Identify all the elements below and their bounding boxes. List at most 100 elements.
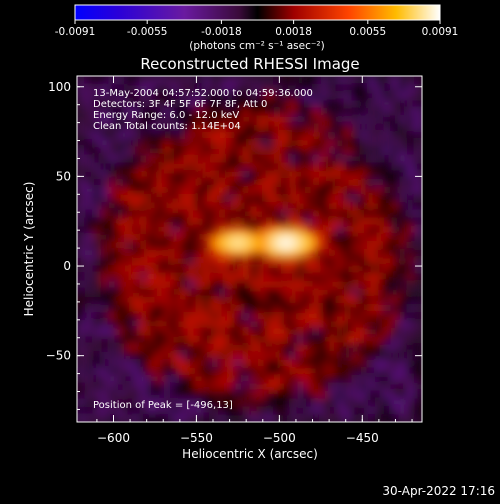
heatmap-cell bbox=[359, 217, 368, 227]
heatmap-cell bbox=[186, 335, 196, 344]
heatmap-cell bbox=[147, 256, 157, 266]
heatmap-cell bbox=[92, 390, 102, 400]
heatmap-cell bbox=[241, 162, 251, 171]
heatmap-cell bbox=[116, 359, 125, 368]
colorbar-tick-label: -0.0091 bbox=[55, 26, 96, 38]
heatmap-cell bbox=[398, 359, 407, 368]
heatmap-cell bbox=[406, 398, 415, 407]
heatmap-cell bbox=[327, 131, 337, 140]
heatmap-cell bbox=[163, 233, 172, 242]
heatmap-cell bbox=[335, 414, 345, 422]
heatmap-cell bbox=[225, 99, 235, 109]
heatmap-cell bbox=[116, 406, 125, 415]
heatmap-cell bbox=[186, 390, 196, 400]
heatmap-cell bbox=[257, 335, 266, 344]
heatmap-cell bbox=[84, 406, 94, 415]
heatmap-cell bbox=[163, 99, 172, 109]
heatmap-cell bbox=[163, 264, 172, 274]
heatmap-cell bbox=[414, 217, 422, 227]
heatmap-cell bbox=[312, 304, 321, 313]
heatmap-cell bbox=[304, 327, 313, 337]
heatmap-cell bbox=[288, 374, 298, 384]
heatmap-cell bbox=[304, 256, 313, 266]
heatmap-cell bbox=[265, 335, 274, 344]
heatmap-cell bbox=[414, 335, 422, 344]
heatmap-cell bbox=[327, 272, 337, 282]
heatmap-cell bbox=[116, 241, 125, 250]
heatmap-cell bbox=[116, 138, 125, 148]
heatmap-cell bbox=[77, 107, 86, 116]
heatmap-cell bbox=[178, 374, 188, 384]
heatmap-cell bbox=[233, 327, 243, 337]
heatmap-cell bbox=[147, 296, 157, 305]
heatmap-cell bbox=[390, 406, 400, 415]
heatmap-cell bbox=[265, 256, 274, 266]
heatmap-cell bbox=[265, 359, 274, 368]
heatmap-cell bbox=[77, 327, 86, 337]
heatmap-cell bbox=[163, 217, 172, 227]
heatmap-cell bbox=[288, 209, 298, 219]
heatmap-cell bbox=[382, 91, 392, 101]
heatmap-cell bbox=[382, 209, 392, 219]
heatmap-cell bbox=[202, 201, 211, 211]
heatmap-cell bbox=[374, 154, 384, 164]
heatmap-cell bbox=[257, 83, 266, 93]
heatmap-cell bbox=[374, 343, 384, 352]
heatmap-cell bbox=[257, 264, 266, 274]
heatmap-cell bbox=[84, 288, 94, 297]
heatmap-cell bbox=[116, 76, 125, 85]
heatmap-cell bbox=[257, 162, 266, 171]
heatmap-cell bbox=[100, 304, 109, 313]
heatmap-cell bbox=[296, 162, 305, 171]
heatmap-cell bbox=[186, 233, 196, 242]
heatmap-cell bbox=[100, 398, 109, 407]
heatmap-cell bbox=[163, 193, 172, 203]
heatmap-cell bbox=[108, 115, 117, 124]
heatmap-cell bbox=[288, 201, 298, 211]
heatmap-cell bbox=[84, 76, 94, 85]
heatmap-cell bbox=[210, 201, 219, 211]
heatmap-cell bbox=[100, 382, 109, 392]
heatmap-cell bbox=[139, 91, 149, 101]
heatmap-cell bbox=[92, 217, 102, 227]
heatmap-cell bbox=[288, 99, 298, 109]
heatmap-cell bbox=[343, 131, 353, 140]
heatmap-cell bbox=[280, 272, 290, 282]
heatmap-cell bbox=[320, 382, 329, 392]
heatmap-cell bbox=[249, 91, 258, 101]
heatmap-cell bbox=[351, 154, 360, 164]
heatmap-cell bbox=[327, 193, 337, 203]
heatmap-cell bbox=[359, 186, 368, 195]
heatmap-cell bbox=[320, 107, 329, 116]
heatmap-cell bbox=[343, 209, 353, 219]
heatmap-cell bbox=[147, 390, 157, 400]
heatmap-cell bbox=[139, 225, 149, 234]
heatmap-cell bbox=[155, 256, 164, 266]
heatmap-cell bbox=[374, 272, 384, 282]
heatmap-cell bbox=[296, 178, 305, 187]
heatmap-cell bbox=[147, 225, 157, 234]
heatmap-cell bbox=[178, 107, 188, 116]
heatmap-cell bbox=[194, 225, 204, 234]
heatmap-cell bbox=[155, 319, 164, 329]
heatmap-cell bbox=[343, 146, 353, 156]
heatmap-cell bbox=[257, 304, 266, 313]
heatmap-cell bbox=[257, 193, 266, 203]
heatmap-cell bbox=[249, 201, 258, 211]
heatmap-cell bbox=[233, 288, 243, 297]
heatmap-cell bbox=[171, 83, 180, 93]
heatmap-cell bbox=[320, 193, 329, 203]
heatmap-cell bbox=[92, 311, 102, 321]
heatmap-cell bbox=[171, 170, 180, 179]
heatmap-cell bbox=[367, 107, 376, 116]
heatmap-cell bbox=[108, 280, 117, 289]
heatmap-cell bbox=[84, 296, 94, 305]
heatmap-cell bbox=[218, 146, 227, 156]
heatmap-cell bbox=[343, 76, 353, 85]
heatmap-cell bbox=[194, 91, 204, 101]
heatmap-cell bbox=[374, 193, 384, 203]
heatmap-cell bbox=[296, 374, 305, 384]
heatmap-cell bbox=[280, 91, 290, 101]
heatmap-cell bbox=[225, 280, 235, 289]
heatmap-cell bbox=[155, 170, 164, 179]
